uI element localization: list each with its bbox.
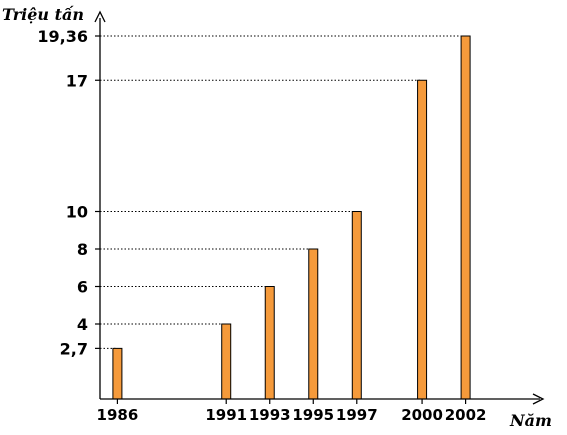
y-tick-label: 10 (66, 203, 88, 222)
x-tick-label: 1991 (205, 406, 247, 424)
y-axis-arrow-icon (94, 10, 106, 23)
bar-2000 (417, 79, 428, 400)
guide-lines (95, 35, 466, 349)
bar-1991 (221, 323, 232, 400)
bar-2002 (460, 35, 471, 400)
bar-1997 (351, 211, 362, 400)
axes (94, 10, 545, 405)
x-tick-label: 2000 (401, 406, 443, 424)
bar-1986 (112, 347, 123, 400)
y-tick-label: 17 (66, 71, 88, 90)
x-axis-arrow-icon (532, 393, 545, 405)
x-tick-label: 2002 (445, 406, 487, 424)
bar-1993 (264, 286, 275, 400)
y-tick-label: 8 (77, 240, 88, 259)
y-axis-title: Triệu tấn (2, 5, 84, 24)
x-tick-label: 1993 (249, 406, 291, 424)
y-tick-label: 4 (77, 315, 88, 334)
x-tick-label: 1997 (336, 406, 378, 424)
bars (112, 35, 471, 400)
y-tick-label: 6 (77, 278, 88, 297)
x-tick-label: 1986 (97, 406, 139, 424)
x-tick-labels: 1986 1991 1993 1995 1997 2000 2002 (97, 399, 487, 424)
x-tick-label: 1995 (292, 406, 334, 424)
x-axis-title: Năm (509, 411, 552, 430)
y-tick-label: 19,36 (37, 27, 88, 46)
y-tick-label: 2,7 (60, 339, 88, 358)
y-tick-labels: 2,7 4 6 8 10 17 19,36 (37, 27, 88, 358)
bar-1995 (308, 248, 319, 400)
